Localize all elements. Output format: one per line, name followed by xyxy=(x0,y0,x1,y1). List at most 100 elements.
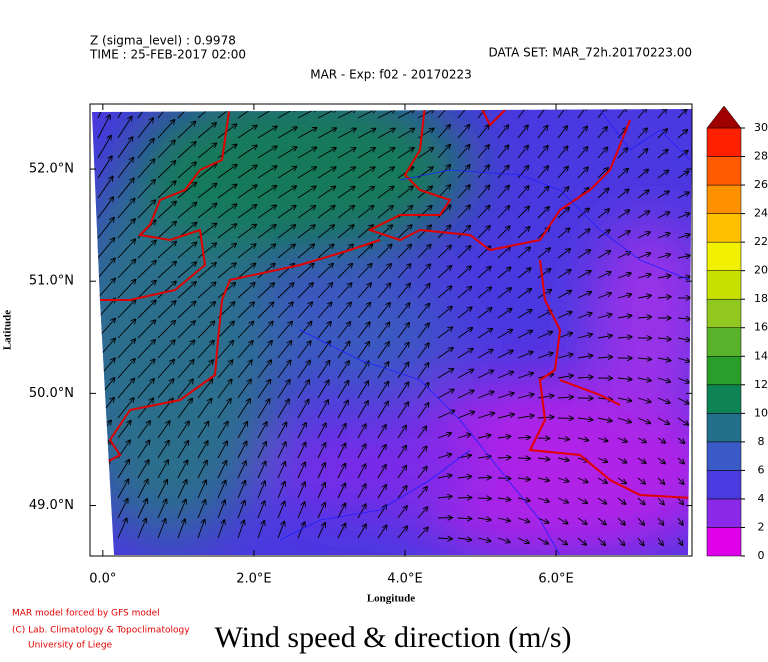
wind-arrow xyxy=(157,519,166,539)
wind-arrow xyxy=(137,118,153,139)
wind-arrow xyxy=(457,412,474,419)
wind-arrow xyxy=(357,167,375,179)
wind-arrow xyxy=(397,343,409,359)
wind-arrow xyxy=(177,379,193,399)
wind-arrow xyxy=(157,242,176,259)
wind-arrow xyxy=(357,504,366,519)
wind-arrow xyxy=(477,456,491,458)
wind-arrow xyxy=(597,477,607,483)
wind-arrow xyxy=(617,438,627,442)
wind-arrow xyxy=(637,296,651,299)
wind-arrow xyxy=(637,190,649,199)
wind-arrow xyxy=(597,457,607,462)
wind-arrow xyxy=(677,377,689,383)
wind-arrow xyxy=(257,481,265,499)
wind-arrow xyxy=(257,501,265,519)
wind-arrow xyxy=(217,145,237,159)
wind-arrow xyxy=(497,206,509,219)
wind-arrow xyxy=(537,396,553,398)
wind-arrow xyxy=(357,129,375,139)
wind-arrow xyxy=(297,502,305,519)
wind-arrow xyxy=(477,226,490,239)
wind-arrow xyxy=(497,372,513,379)
wind-arrow xyxy=(217,380,232,399)
wind-arrow xyxy=(157,120,174,139)
wind-arrow xyxy=(157,340,175,359)
wind-arrow xyxy=(137,519,146,539)
wind-arrow xyxy=(117,460,129,479)
wind-arrow xyxy=(197,341,214,359)
wind-arrow xyxy=(177,341,194,359)
wind-arrow xyxy=(197,243,216,259)
wind-arrow xyxy=(357,484,366,499)
wind-arrow xyxy=(297,167,316,179)
wind-arrow xyxy=(157,499,166,519)
wind-arrow xyxy=(317,244,334,259)
wind-arrow xyxy=(417,528,428,539)
wind-arrow xyxy=(137,421,150,439)
wind-arrow xyxy=(217,224,236,239)
wind-arrow xyxy=(137,379,154,399)
wind-arrow xyxy=(377,109,395,119)
wind-arrow xyxy=(617,252,630,259)
wind-arrow xyxy=(617,477,626,483)
wind-arrow xyxy=(317,167,336,179)
wind-arrow xyxy=(277,167,296,179)
wind-arrow xyxy=(237,341,253,359)
colorbar-tick-label: 18 xyxy=(754,292,768,305)
wind-arrow xyxy=(617,109,627,119)
wind-arrow xyxy=(117,199,135,219)
wind-arrow xyxy=(237,264,255,279)
wind-arrow xyxy=(657,497,664,505)
wind-arrow xyxy=(277,244,295,259)
wind-arrow xyxy=(377,465,386,479)
wind-arrow xyxy=(517,416,534,418)
wind-arrow xyxy=(177,183,196,199)
wind-arrow xyxy=(197,520,205,539)
wind-arrow xyxy=(537,109,547,119)
wind-arrow xyxy=(657,417,669,424)
wind-arrow xyxy=(637,274,651,279)
wind-arrow xyxy=(237,461,246,479)
wind-arrow xyxy=(137,159,155,179)
wind-arrow xyxy=(257,380,270,399)
wind-arrow xyxy=(677,151,688,159)
wind-arrow xyxy=(117,379,134,399)
wind-arrow xyxy=(117,479,128,499)
wind-arrow xyxy=(677,338,690,340)
wind-arrow xyxy=(617,316,631,319)
plot-frame xyxy=(89,103,693,557)
wind-arrow xyxy=(297,244,314,259)
wind-arrow xyxy=(237,109,257,119)
wind-arrow xyxy=(517,109,528,119)
wind-arrow xyxy=(297,423,306,439)
wind-arrow xyxy=(657,537,663,545)
wind-arrow xyxy=(317,423,326,439)
wind-arrow xyxy=(537,269,551,279)
wind-arrow xyxy=(117,280,136,299)
wind-arrow xyxy=(357,264,372,279)
wind-arrow xyxy=(317,361,330,379)
colorbar-segment xyxy=(706,470,742,500)
wind-arrow xyxy=(337,361,349,379)
wind-arrow xyxy=(277,462,285,479)
wind-arrow xyxy=(557,312,572,319)
wind-arrow xyxy=(197,263,216,279)
wind-arrow xyxy=(197,302,215,319)
wind-arrow xyxy=(497,288,511,299)
wind-arrow xyxy=(97,518,107,539)
wind-arrow xyxy=(337,264,352,279)
wind-arrow xyxy=(337,303,351,319)
wind-arrow xyxy=(497,267,511,279)
colorbar-tick-label: 8 xyxy=(758,435,765,448)
wind-arrow xyxy=(377,323,389,339)
wind-arrow xyxy=(457,307,472,319)
wind-arrow xyxy=(137,281,156,299)
wind-arrow xyxy=(257,283,274,299)
wind-arrow xyxy=(537,517,549,523)
wind-arrow xyxy=(637,211,649,219)
wind-arrow xyxy=(237,481,245,499)
wind-arrow xyxy=(517,125,528,139)
wind-arrow xyxy=(317,463,325,479)
wind-arrow xyxy=(497,125,508,139)
